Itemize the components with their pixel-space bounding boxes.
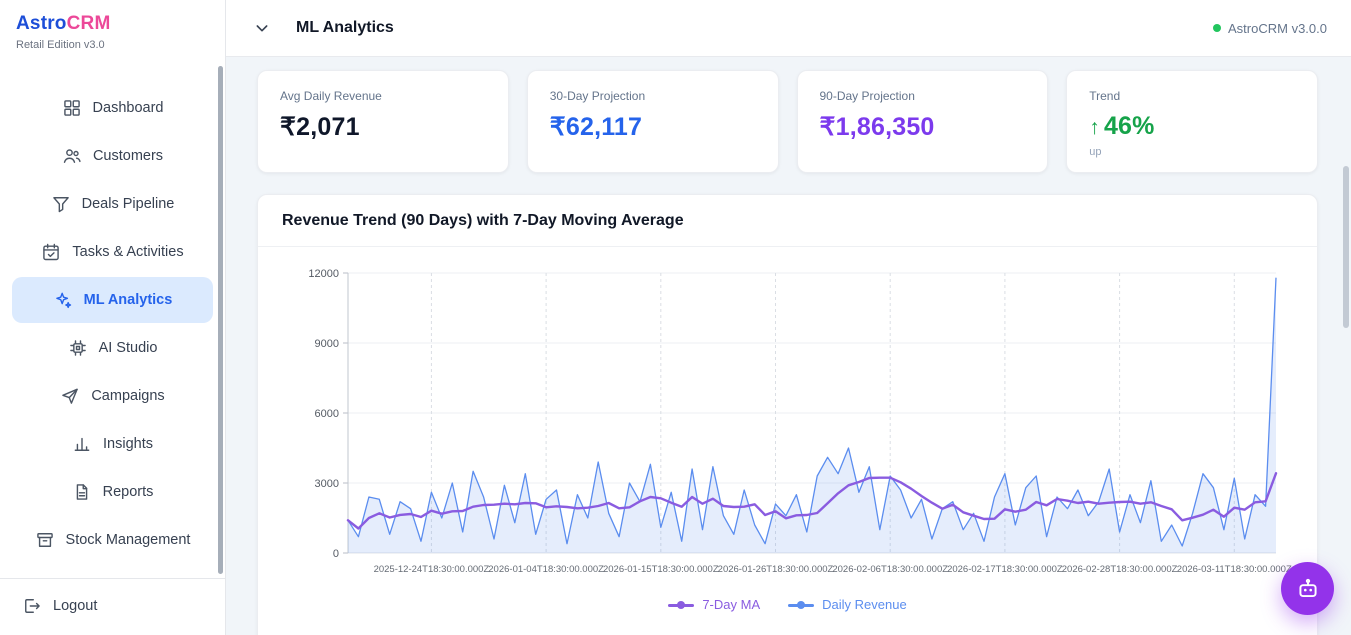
- app-version-label: AstroCRM v3.0.0: [1228, 20, 1327, 36]
- stat-card-avg-daily-revenue: Avg Daily Revenue ₹2,071: [257, 70, 509, 173]
- sidebar-item-ai-studio[interactable]: AI Studio: [12, 325, 213, 371]
- stat-label: 90-Day Projection: [819, 89, 915, 103]
- content-area: Avg Daily Revenue ₹2,071 30-Day Projecti…: [226, 57, 1351, 635]
- insights-bar-chart-icon: [72, 434, 92, 454]
- logout-icon: [22, 596, 42, 616]
- sidebar-item-customers[interactable]: Customers: [12, 133, 213, 179]
- legend-label: 7-Day MA: [702, 597, 761, 612]
- legend-item-7-day-ma[interactable]: 7-Day MA: [668, 597, 760, 612]
- sidebar-nav: Dashboard Customers Deals Pipeline Tasks…: [0, 59, 225, 578]
- svg-text:6000: 6000: [314, 408, 338, 420]
- campaigns-send-icon: [60, 386, 80, 406]
- top-header: ML Analytics AstroCRM v3.0.0: [226, 0, 1351, 57]
- stat-card-90-day-projection: 90-Day Projection ₹1,86,350: [796, 70, 1049, 173]
- stock-box-icon: [35, 530, 55, 550]
- svg-text:2026-01-15T18:30:00.000Z: 2026-01-15T18:30:00.000Z: [602, 564, 718, 575]
- brand: AstroCRM Retail Edition v3.0: [0, 0, 225, 59]
- ai-chip-icon: [68, 338, 88, 358]
- collapse-header-button[interactable]: [250, 16, 274, 40]
- trend-value: 46%: [1103, 112, 1155, 140]
- chevron-down-icon: [254, 20, 270, 36]
- svg-text:2026-02-28T18:30:00.000Z: 2026-02-28T18:30:00.000Z: [1061, 564, 1177, 575]
- reports-document-icon: [72, 482, 92, 502]
- sidebar-item-label: Customers: [92, 148, 164, 164]
- ml-sparkles-icon: [53, 290, 73, 310]
- trend-up-arrow-icon: ↑: [1089, 116, 1100, 139]
- legend-item-daily-revenue[interactable]: Daily Revenue: [788, 597, 907, 612]
- sidebar-item-dashboard[interactable]: Dashboard: [12, 85, 213, 131]
- sidebar-item-label: Stock Management: [65, 532, 191, 548]
- legend-dot-icon: [797, 600, 806, 609]
- main-area: ML Analytics AstroCRM v3.0.0 Avg Daily R…: [226, 0, 1351, 635]
- legend-label: Daily Revenue: [822, 597, 907, 612]
- dashboard-grid-icon: [62, 98, 82, 118]
- legend-marker-7-day-ma: [668, 600, 695, 610]
- svg-text:9000: 9000: [314, 338, 338, 350]
- sidebar-item-label: Tasks & Activities: [72, 244, 184, 260]
- stat-card-trend: Trend ↑ 46% up: [1066, 70, 1318, 173]
- svg-text:2025-12-24T18:30:00.000Z: 2025-12-24T18:30:00.000Z: [373, 564, 489, 575]
- chart-legend: 7-Day MA Daily Revenue: [276, 597, 1299, 612]
- app-version: AstroCRM v3.0.0: [1213, 21, 1327, 36]
- svg-text:2026-02-06T18:30:00.000Z: 2026-02-06T18:30:00.000Z: [832, 564, 948, 575]
- chart-title: Revenue Trend (90 Days) with 7-Day Movin…: [282, 212, 684, 229]
- sidebar-item-label: Dashboard: [92, 100, 164, 116]
- status-dot: [1213, 24, 1222, 32]
- brand-name-primary: Astro: [16, 13, 67, 34]
- stat-value: ₹62,117: [549, 113, 643, 141]
- page-title: ML Analytics: [296, 19, 394, 36]
- revenue-trend-card: Revenue Trend (90 Days) with 7-Day Movin…: [257, 194, 1318, 635]
- chart-body: 0 3000 6000 9000 12000 2025-12-24T18:30:00.00…: [258, 247, 1317, 612]
- svg-text:12000: 12000: [308, 268, 339, 280]
- stat-card-30-day-projection: 30-Day Projection ₹62,117: [526, 70, 779, 173]
- stat-label: 30-Day Projection: [549, 89, 646, 103]
- stat-value: ₹2,071: [280, 113, 360, 141]
- sidebar-scrollbar-thumb[interactable]: [218, 66, 223, 574]
- brand-subtitle: Retail Edition v3.0: [16, 39, 105, 51]
- stat-label: Avg Daily Revenue: [280, 89, 382, 103]
- page-scrollbar-thumb[interactable]: [1343, 166, 1349, 328]
- sidebar-item-label: Deals Pipeline: [81, 196, 175, 212]
- sidebar-item-label: Reports: [102, 484, 154, 500]
- legend-dot-icon: [677, 600, 686, 609]
- sidebar-item-label: Insights: [103, 436, 153, 452]
- sidebar-item-stock-management[interactable]: Stock Management: [12, 517, 213, 563]
- sidebar-item-reports[interactable]: Reports: [12, 469, 213, 515]
- sidebar-item-tasks-activities[interactable]: Tasks & Activities: [12, 229, 213, 275]
- stats-row: Avg Daily Revenue ₹2,071 30-Day Projecti…: [257, 70, 1318, 173]
- stat-value: ₹1,86,350: [819, 113, 935, 141]
- tasks-calendar-icon: [41, 242, 61, 262]
- sidebar-item-label: AI Studio: [98, 340, 158, 356]
- svg-text:2026-02-17T18:30:00.000Z: 2026-02-17T18:30:00.000Z: [947, 564, 1063, 575]
- svg-text:2026-01-26T18:30:00.000Z: 2026-01-26T18:30:00.000Z: [717, 564, 833, 575]
- trend-direction-label: up: [1089, 146, 1102, 158]
- chart-card-header: Revenue Trend (90 Days) with 7-Day Movin…: [258, 195, 1317, 247]
- logout-label: Logout: [53, 598, 98, 614]
- robot-icon: [1295, 576, 1321, 602]
- sidebar-item-label: ML Analytics: [83, 292, 173, 308]
- sidebar-item-deals-pipeline[interactable]: Deals Pipeline: [12, 181, 213, 227]
- sidebar-item-insights[interactable]: Insights: [12, 421, 213, 467]
- revenue-trend-chart: 0 3000 6000 9000 12000 2025-12-24T18:30:00.00…: [308, 268, 1292, 575]
- svg-text:2026-01-04T18:30:00.000Z: 2026-01-04T18:30:00.000Z: [488, 564, 604, 575]
- brand-name: AstroCRM: [16, 13, 209, 35]
- stat-label: Trend: [1089, 89, 1121, 103]
- logout-button[interactable]: Logout: [0, 578, 225, 635]
- brand-name-secondary: CRM: [66, 13, 111, 34]
- sidebar-item-label: Campaigns: [91, 388, 165, 404]
- sidebar-item-campaigns[interactable]: Campaigns: [12, 373, 213, 419]
- svg-text:0: 0: [332, 548, 338, 560]
- pipeline-funnel-icon: [51, 194, 71, 214]
- svg-text:2026-03-11T18:30:00.000Z: 2026-03-11T18:30:00.000Z: [1176, 564, 1291, 575]
- customers-icon: [62, 146, 82, 166]
- assistant-fab-button[interactable]: [1281, 562, 1334, 615]
- sidebar-item-ml-analytics[interactable]: ML Analytics: [12, 277, 213, 323]
- sidebar: AstroCRM Retail Edition v3.0 Dashboard C…: [0, 0, 226, 635]
- svg-text:3000: 3000: [314, 478, 338, 490]
- legend-marker-daily-revenue: [788, 600, 815, 610]
- stat-value: ↑ 46%: [1089, 112, 1295, 141]
